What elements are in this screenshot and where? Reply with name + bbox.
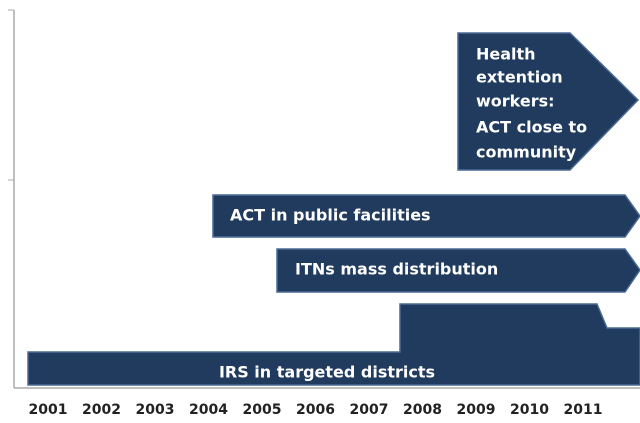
year-label: 2007 xyxy=(350,402,389,418)
year-label: 2011 xyxy=(564,402,603,418)
year-label: 2008 xyxy=(403,402,442,418)
bar-label-line: ACT close to xyxy=(476,118,587,137)
hew-bar xyxy=(457,32,640,171)
bar-label-line: community xyxy=(476,143,577,162)
year-label: 2010 xyxy=(510,402,549,418)
bar-label-line: extention xyxy=(476,68,563,87)
year-labels: 2001 2002 2003 2004 2005 2006 2007 2008 2009 2010… xyxy=(29,402,603,418)
itn-bar xyxy=(276,248,640,293)
year-label: 2001 xyxy=(29,402,68,418)
irs-bar xyxy=(27,303,640,386)
act-bar xyxy=(212,194,640,238)
year-label: 2005 xyxy=(243,402,282,418)
year-label: 2006 xyxy=(296,402,335,418)
year-label: 2004 xyxy=(189,402,228,418)
bar-label: IRS in targeted districts xyxy=(219,363,435,382)
bar-label-line: Health xyxy=(476,45,536,64)
hew-label: Health extention workers: ACT close to commu… xyxy=(476,45,587,162)
year-label: 2003 xyxy=(136,402,175,418)
year-label: 2002 xyxy=(82,402,121,418)
bar-label: ITNs mass distribution xyxy=(295,260,498,279)
bar-label-line: workers: xyxy=(476,92,555,111)
year-label: 2009 xyxy=(457,402,496,418)
bar-label: ACT in public facilities xyxy=(230,206,431,225)
